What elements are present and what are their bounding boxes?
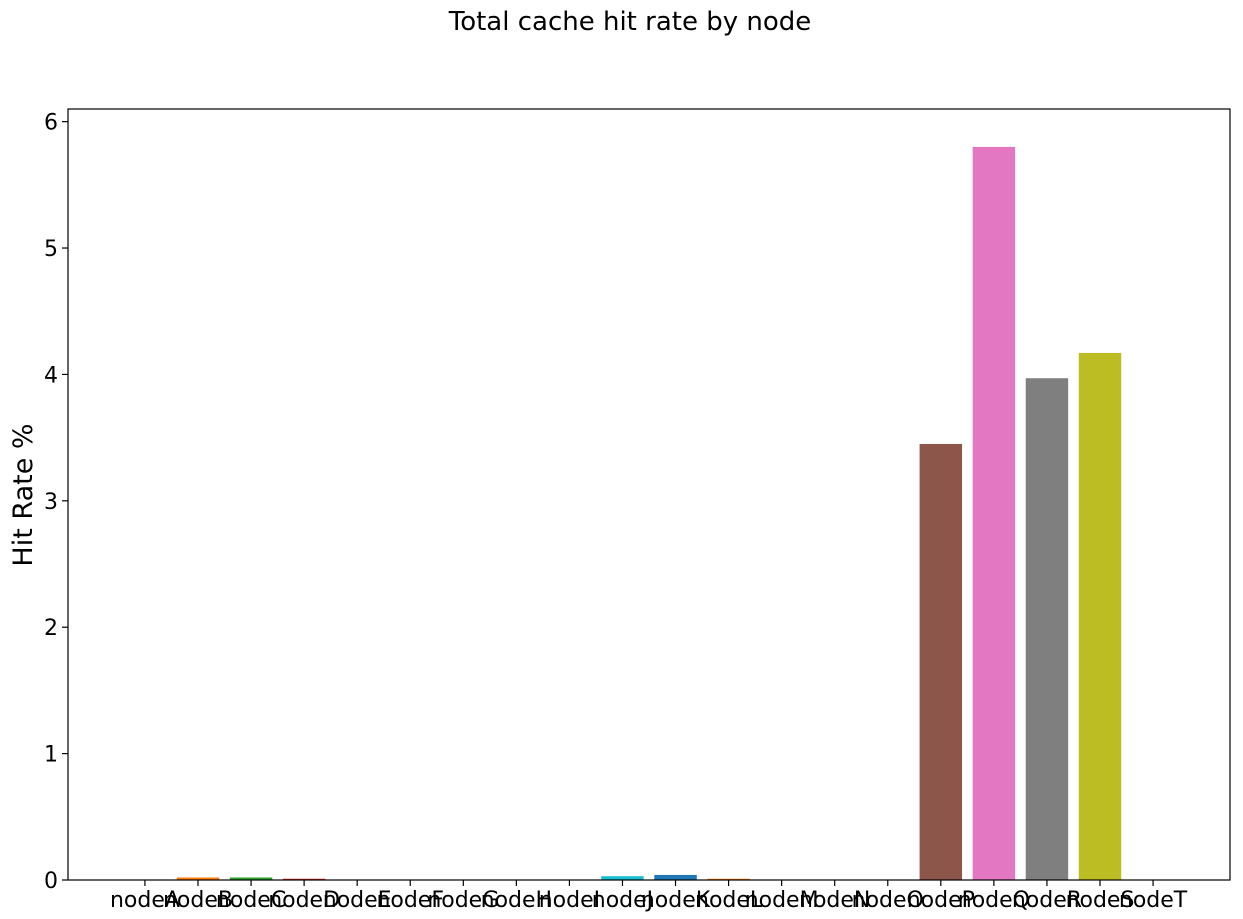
x-tick-label: nodeP xyxy=(907,888,975,913)
x-tick-label: nodeR xyxy=(1012,888,1082,913)
x-tick-label: nodeB xyxy=(163,888,233,913)
bar-nodeL xyxy=(707,878,750,880)
bar-nodeC xyxy=(229,877,273,880)
y-tick-label: 1 xyxy=(44,743,58,768)
x-tick-label: nodeC xyxy=(216,888,286,913)
x-tick-label: nodeH xyxy=(481,888,552,913)
x-tick-label: nodeA xyxy=(110,888,180,913)
x-tick-label: nodeD xyxy=(268,888,340,913)
x-tick-label: nodeI xyxy=(539,888,600,913)
x-tick-label: nodeL xyxy=(695,888,763,913)
bar-nodeB xyxy=(176,877,220,880)
chart-title: Total cache hit rate by node xyxy=(448,7,812,37)
bar-nodeR xyxy=(1025,378,1069,880)
bars-group xyxy=(176,146,1122,880)
x-tick-label: nodeM xyxy=(745,888,819,913)
x-tick-label: nodeO xyxy=(852,888,924,913)
bar-nodeJ xyxy=(601,876,644,880)
x-tick-label: nodeE xyxy=(323,888,392,913)
y-tick-label: 2 xyxy=(44,616,58,641)
x-tick-label: nodeK xyxy=(641,888,711,913)
bar-nodeQ xyxy=(972,146,1016,880)
y-axis: 0 1 2 3 4 5 6 xyxy=(44,111,68,894)
x-tick-label: nodeQ xyxy=(958,888,1030,913)
y-tick-label: 0 xyxy=(44,869,58,894)
x-tick-label: nodeF xyxy=(376,888,444,913)
y-axis-label: Hit Rate % xyxy=(8,423,39,566)
x-tick-label: nodeJ xyxy=(592,888,653,913)
y-tick-label: 5 xyxy=(44,237,58,262)
y-tick-label: 6 xyxy=(44,111,58,136)
y-tick-label: 3 xyxy=(44,490,58,515)
bar-nodeS xyxy=(1078,352,1122,880)
x-tick-label: nodeT xyxy=(1119,888,1188,913)
bar-nodeK xyxy=(654,874,697,880)
plot-frame xyxy=(67,108,1231,881)
bar-nodeP xyxy=(919,443,963,880)
x-axis: nodeAnodeBnodeCnodeDnodeEnodeFnodeGnodeH… xyxy=(110,880,1188,913)
x-tick-label: nodeG xyxy=(427,888,499,913)
bar-nodeD xyxy=(282,878,326,880)
x-tick-label: nodeS xyxy=(1066,888,1135,913)
y-tick-label: 4 xyxy=(44,363,58,388)
x-tick-label: nodeN xyxy=(799,888,870,913)
